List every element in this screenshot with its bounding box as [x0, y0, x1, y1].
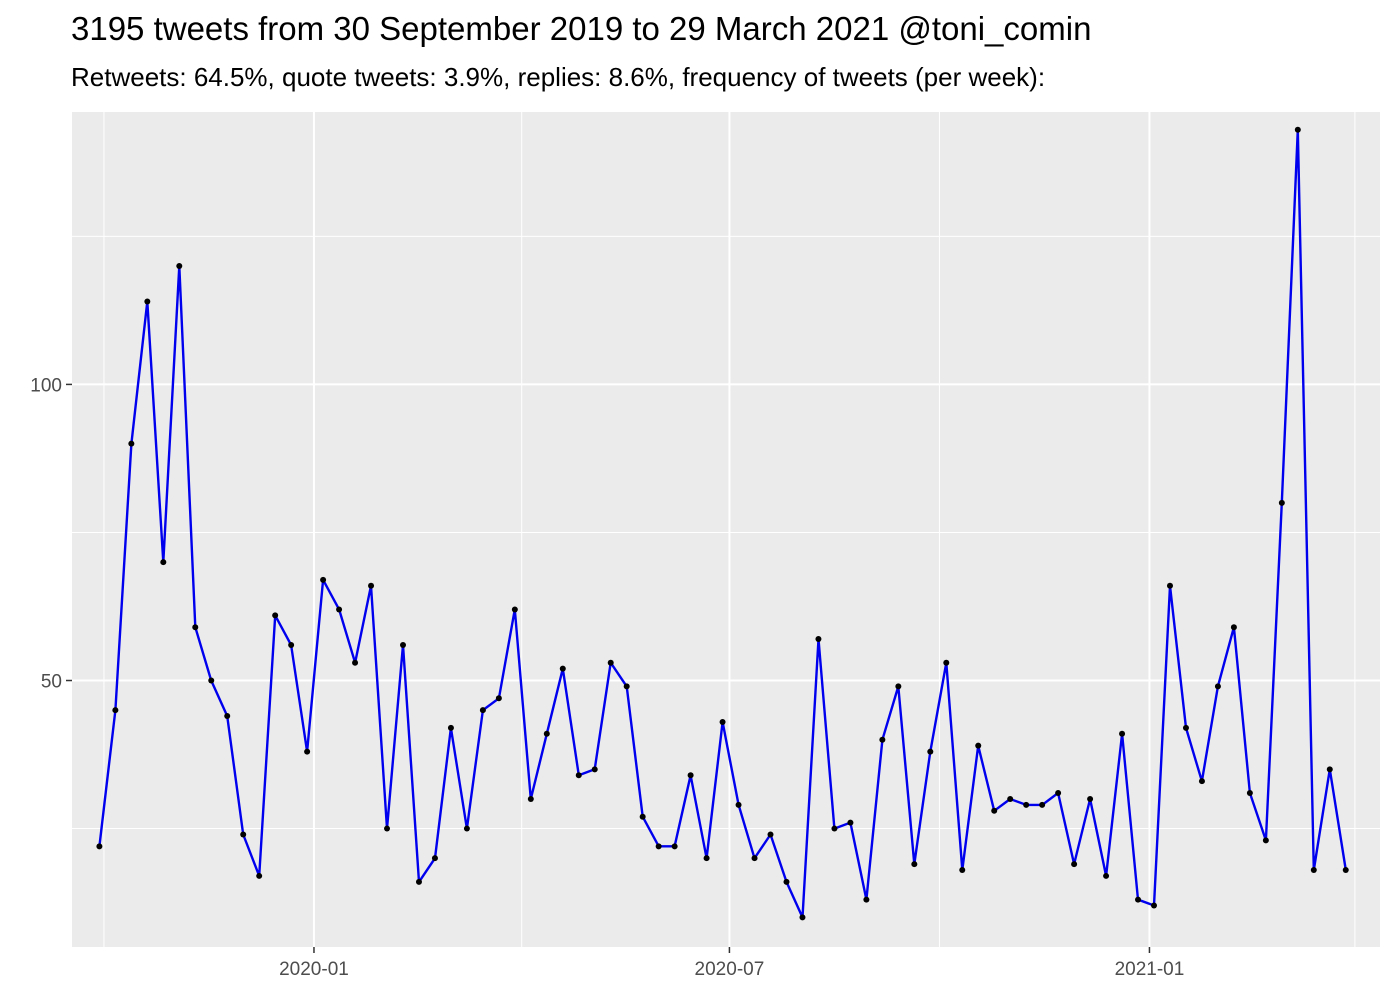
data-point — [1055, 790, 1062, 797]
data-point — [1023, 801, 1030, 808]
data-point — [911, 861, 918, 868]
data-point — [559, 665, 566, 672]
data-point — [1151, 902, 1158, 909]
data-point — [336, 606, 343, 613]
data-point — [927, 748, 934, 755]
data-point — [799, 914, 806, 921]
data-point — [96, 843, 103, 850]
data-point — [384, 825, 391, 832]
data-point — [240, 831, 247, 838]
data-point — [128, 440, 135, 447]
data-point — [1342, 867, 1349, 874]
data-point — [687, 772, 694, 779]
data-point — [352, 659, 359, 666]
data-point — [1214, 683, 1221, 690]
data-point — [368, 582, 375, 589]
data-point — [655, 843, 662, 850]
data-point — [1103, 872, 1110, 879]
data-point — [975, 742, 982, 749]
data-point — [671, 843, 678, 850]
data-point — [719, 718, 726, 725]
data-point — [1166, 582, 1173, 589]
data-point — [192, 624, 199, 631]
data-point — [943, 659, 950, 666]
data-point — [847, 819, 854, 826]
data-point — [575, 772, 582, 779]
x-tick-label: 2021-01 — [1115, 959, 1185, 980]
data-point — [495, 695, 502, 702]
data-point — [160, 559, 167, 566]
data-point — [272, 612, 279, 619]
data-point — [1007, 795, 1014, 802]
data-point — [1182, 724, 1189, 731]
data-point — [208, 677, 215, 684]
data-point — [607, 659, 614, 666]
data-point — [256, 872, 263, 879]
data-point — [1230, 624, 1237, 631]
data-point — [767, 831, 774, 838]
data-point — [831, 825, 838, 832]
data-point — [399, 641, 406, 648]
data-point — [959, 867, 966, 874]
data-point — [863, 896, 870, 903]
data-point — [1294, 126, 1301, 133]
data-point — [511, 606, 518, 613]
data-point — [591, 766, 598, 773]
data-point — [304, 748, 311, 755]
data-point — [112, 707, 119, 714]
data-point — [415, 878, 422, 885]
data-point — [1262, 837, 1269, 844]
y-tick-label: 100 — [30, 375, 62, 396]
data-point — [991, 807, 998, 814]
data-point — [527, 795, 534, 802]
data-point — [320, 576, 327, 583]
data-point — [639, 813, 646, 820]
data-point — [1119, 730, 1126, 737]
chart-title: 3195 tweets from 30 September 2019 to 29… — [71, 10, 1092, 47]
x-tick-label: 2020-01 — [279, 959, 349, 980]
chart-subtitle: Retweets: 64.5%, quote tweets: 3.9%, rep… — [71, 62, 1046, 92]
data-point — [1246, 790, 1253, 797]
data-point — [879, 736, 886, 743]
data-point — [288, 641, 295, 648]
data-point — [176, 262, 183, 269]
data-point — [735, 801, 742, 808]
data-point — [479, 707, 486, 714]
data-point — [1278, 499, 1285, 506]
data-point — [1087, 795, 1094, 802]
plot-panel — [72, 112, 1380, 947]
data-point — [463, 825, 470, 832]
data-point — [751, 855, 758, 862]
y-tick-label: 50 — [41, 672, 62, 693]
x-tick-label: 2020-07 — [695, 959, 765, 980]
data-point — [815, 636, 822, 643]
data-point — [895, 683, 902, 690]
data-point — [447, 724, 454, 731]
data-point — [1326, 766, 1333, 773]
data-point — [1039, 801, 1046, 808]
data-point — [543, 730, 550, 737]
data-point — [703, 855, 710, 862]
data-point — [1135, 896, 1142, 903]
data-point — [1071, 861, 1078, 868]
data-point — [1310, 867, 1317, 874]
data-point — [224, 713, 231, 720]
data-point — [623, 683, 630, 690]
data-point — [144, 298, 151, 305]
data-point — [1198, 778, 1205, 785]
data-point — [783, 878, 790, 885]
data-point — [431, 855, 438, 862]
